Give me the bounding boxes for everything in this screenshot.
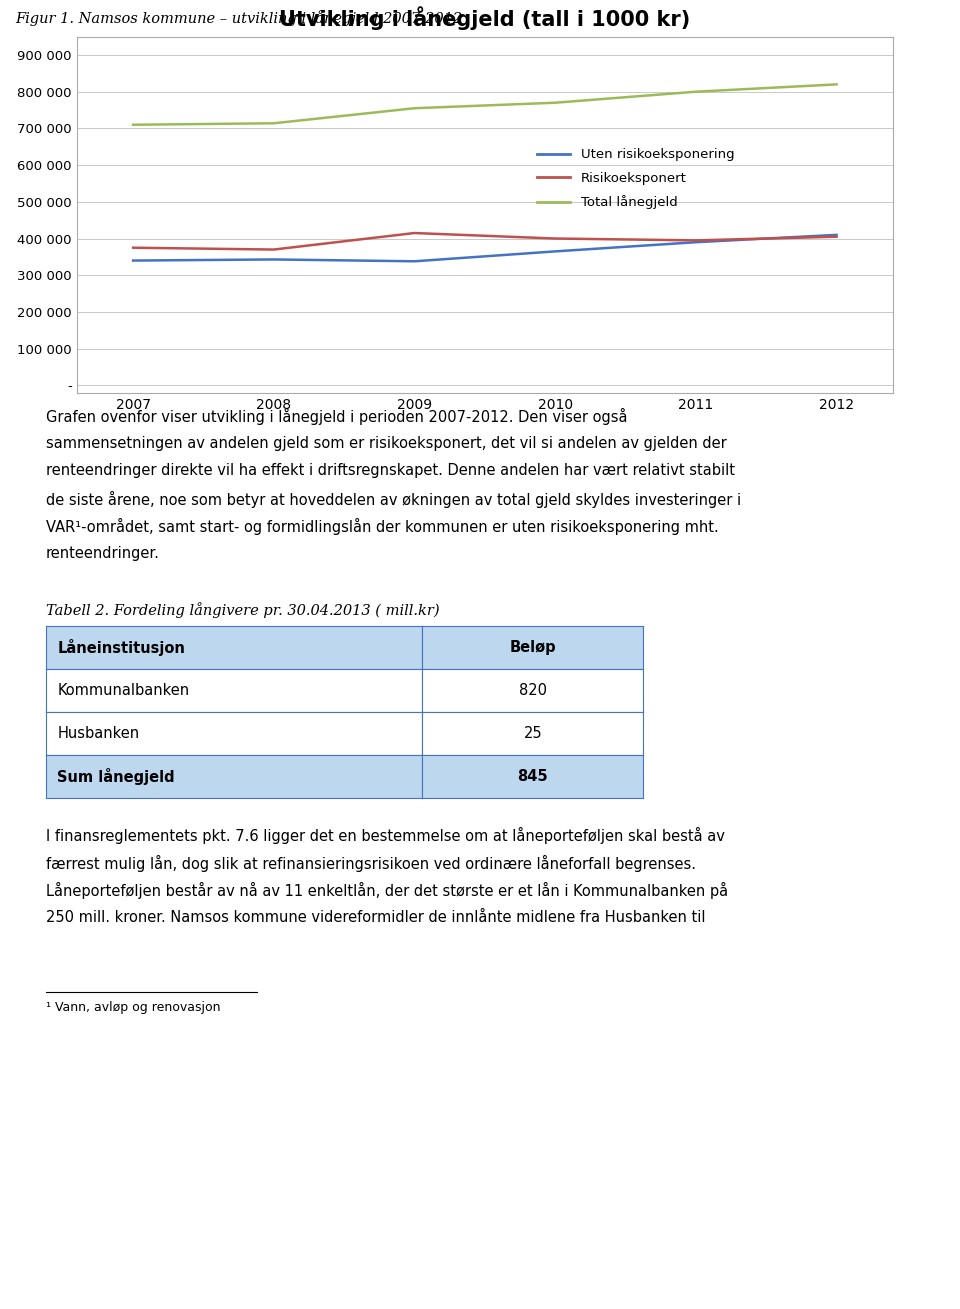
Legend: Uten risikoeksponering, Risikoeksponert, Total lånegjeld: Uten risikoeksponering, Risikoeksponert,… [532,143,740,215]
Text: Tabell 2. Fordeling långivere pr. 30.04.2013 ( mill.kr): Tabell 2. Fordeling långivere pr. 30.04.… [46,602,440,618]
Text: Låneporteføljen består av nå av 11 enkeltlån, der det største er et lån i Kommun: Låneporteføljen består av nå av 11 enkel… [46,882,729,899]
Text: Beløp: Beløp [510,640,556,654]
Text: 250 mill. kroner. Namsos kommune videreformidler de innlånte midlene fra Husbank: 250 mill. kroner. Namsos kommune videref… [46,910,706,924]
Text: renteendringer direkte vil ha effekt i driftsregnskapet. Denne andelen har vært : renteendringer direkte vil ha effekt i d… [46,463,735,478]
Text: Figur 1. Namsos kommune – utvikling i lånegjeld 2007-2012: Figur 1. Namsos kommune – utvikling i lå… [15,10,463,26]
Text: sammensetningen av andelen gjeld som er risikoeksponert, det vil si andelen av g: sammensetningen av andelen gjeld som er … [46,436,727,450]
Text: de siste årene, noe som betyr at hoveddelen av økningen av total gjeld skyldes i: de siste årene, noe som betyr at hovedde… [46,491,741,508]
Text: ¹ Vann, avløp og renovasjon: ¹ Vann, avløp og renovasjon [46,1001,221,1014]
Text: Grafen ovenfor viser utvikling i lånegjeld i perioden 2007-2012. Den viser også: Grafen ovenfor viser utvikling i lånegje… [46,408,628,425]
Text: I finansreglementets pkt. 7.6 ligger det en bestemmelse om at låneporteføljen sk: I finansreglementets pkt. 7.6 ligger det… [46,827,725,844]
Text: 25: 25 [523,726,542,741]
Text: 845: 845 [517,770,548,784]
Text: Låneinstitusjon: Låneinstitusjon [58,639,185,656]
Text: færrest mulig lån, dog slik at refinansieringsrisikoen ved ordinære låneforfall : færrest mulig lån, dog slik at refinansi… [46,855,696,872]
Text: 820: 820 [518,683,547,698]
Text: VAR¹-området, samt start- og formidlingslån der kommunen er uten risikoeksponeri: VAR¹-området, samt start- og formidlings… [46,518,719,535]
Text: Husbanken: Husbanken [58,726,139,741]
Title: Utvikling i lånegjeld (tall i 1000 kr): Utvikling i lånegjeld (tall i 1000 kr) [279,5,690,30]
Text: Sum lånegjeld: Sum lånegjeld [58,768,175,785]
Text: Kommunalbanken: Kommunalbanken [58,683,189,698]
Text: renteendringer.: renteendringer. [46,546,160,560]
